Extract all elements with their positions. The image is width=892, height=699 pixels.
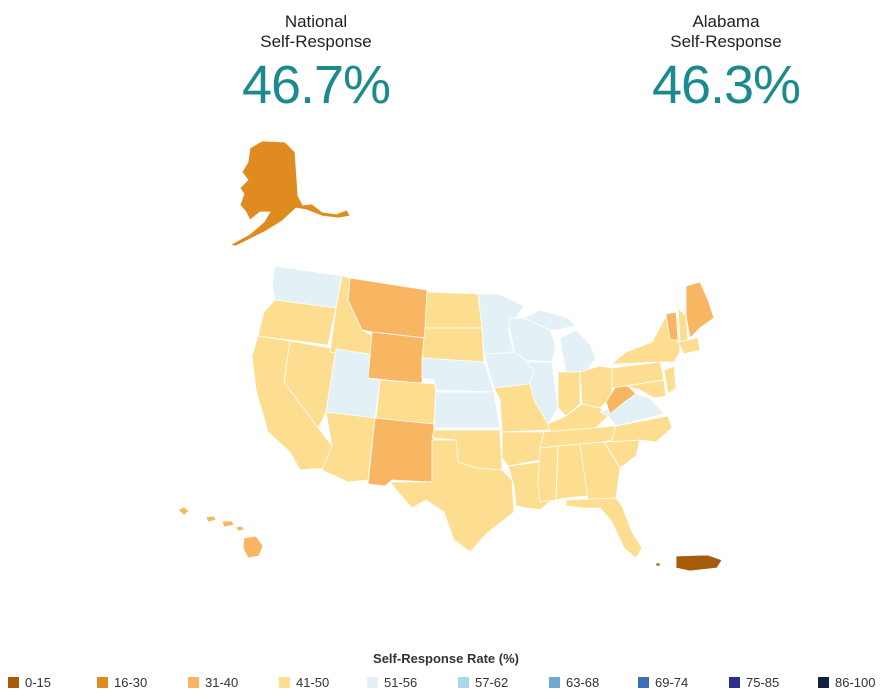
legend-item-63-68: 63-68 xyxy=(549,672,599,692)
national-value: 46.7% xyxy=(241,55,391,115)
legend-item-86-100: 86-100 xyxy=(818,672,875,692)
legend-title: Self-Response Rate (%) xyxy=(373,651,519,666)
legend-item-41-50: 41-50 xyxy=(279,672,329,692)
legend-item-31-40: 31-40 xyxy=(188,672,238,692)
region-hawaii-3[interactable] xyxy=(221,520,235,528)
legend-item-69-74: 69-74 xyxy=(638,672,688,692)
national-label: National Self-Response xyxy=(186,12,446,52)
region-puerto-rico[interactable] xyxy=(675,554,723,572)
region-massachusetts[interactable] xyxy=(677,337,701,355)
region-new-mexico[interactable] xyxy=(367,417,435,487)
region-maryland[interactable] xyxy=(625,379,667,399)
region-north-dakota[interactable] xyxy=(424,291,483,329)
state-label: Alabama Self-Response xyxy=(596,12,856,52)
legend-label: 31-40 xyxy=(205,674,239,690)
region-oregon[interactable] xyxy=(257,299,337,346)
state-value: 46.3% xyxy=(651,55,801,115)
region-hawaii-4[interactable] xyxy=(235,525,245,532)
region-nebraska[interactable] xyxy=(421,357,495,393)
region-maine[interactable] xyxy=(685,281,715,339)
legend: 0-15 16-30 31-40 41-50 51-56 57-62 63-68… xyxy=(0,672,892,692)
region-alaska[interactable] xyxy=(229,140,351,247)
legend-label: 57-62 xyxy=(475,674,509,690)
region-michigan-lp[interactable] xyxy=(559,329,597,373)
region-hawaii-5[interactable] xyxy=(242,535,264,559)
legend-label: 63-68 xyxy=(566,674,600,690)
legend-label: 0-15 xyxy=(25,674,52,690)
state-label-line2: Self-Response xyxy=(670,32,782,51)
legend-swatch xyxy=(367,676,378,688)
legend-label: 41-50 xyxy=(296,674,330,690)
national-stat: National Self-Response 46.7% xyxy=(186,12,446,114)
region-new-york[interactable] xyxy=(611,315,681,365)
region-georgia[interactable] xyxy=(579,441,621,501)
region-indiana[interactable] xyxy=(557,371,581,417)
region-vermont[interactable] xyxy=(665,311,679,341)
region-minnesota[interactable] xyxy=(477,293,525,355)
legend-item-0-15: 0-15 xyxy=(8,672,51,692)
region-texas[interactable] xyxy=(389,439,515,553)
region-michigan-up[interactable] xyxy=(523,309,577,331)
legend-label: 75-85 xyxy=(746,674,780,690)
state-stat: Alabama Self-Response 46.3% xyxy=(596,12,856,114)
legend-label: 69-74 xyxy=(655,674,689,690)
legend-swatch xyxy=(458,676,469,688)
region-nevada[interactable] xyxy=(283,340,337,429)
legend-swatch xyxy=(8,676,19,688)
legend-swatch xyxy=(818,676,829,688)
legend-label: 51-56 xyxy=(384,674,418,690)
region-south-dakota[interactable] xyxy=(421,327,485,363)
legend-label: 16-30 xyxy=(114,674,148,690)
legend-label: 86-100 xyxy=(835,674,876,690)
legend-swatch xyxy=(188,676,199,688)
region-hawaii-1[interactable] xyxy=(177,506,190,516)
region-new-jersey[interactable] xyxy=(663,365,677,395)
region-illinois[interactable] xyxy=(525,361,559,425)
region-alabama[interactable] xyxy=(555,443,589,501)
legend-item-57-62: 57-62 xyxy=(458,672,508,692)
legend-swatch xyxy=(638,676,649,688)
region-colorado[interactable] xyxy=(375,379,437,425)
region-florida[interactable] xyxy=(565,497,643,559)
region-wyoming[interactable] xyxy=(367,331,426,385)
national-label-line1: National xyxy=(284,12,348,31)
legend-swatch xyxy=(549,676,560,688)
region-arkansas[interactable] xyxy=(501,431,545,467)
region-kansas[interactable] xyxy=(433,391,501,429)
legend-swatch xyxy=(279,676,290,688)
legend-item-16-30: 16-30 xyxy=(97,672,147,692)
national-label-line2: Self-Response xyxy=(260,32,372,51)
region-north-carolina[interactable] xyxy=(603,415,673,443)
region-hawaii-2[interactable] xyxy=(205,515,217,523)
legend-swatch xyxy=(97,676,108,688)
legend-item-51-56: 51-56 xyxy=(367,672,417,692)
state-label-line1: Alabama xyxy=(692,12,760,31)
region-puerto-rico-islet[interactable] xyxy=(655,562,661,567)
legend-swatch xyxy=(729,676,740,688)
us-choropleth-map xyxy=(177,140,723,572)
region-mississippi[interactable] xyxy=(537,445,559,503)
legend-item-75-85: 75-85 xyxy=(729,672,779,692)
